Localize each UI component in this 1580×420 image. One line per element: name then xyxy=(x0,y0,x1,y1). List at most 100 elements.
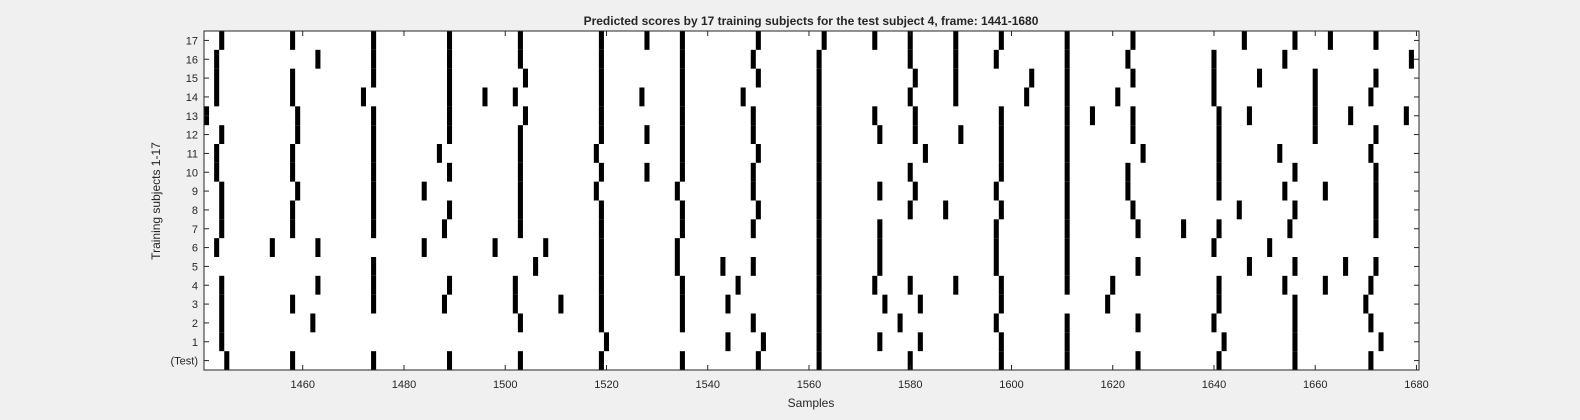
event-mark-row-9 xyxy=(816,181,822,201)
event-mark-row-1 xyxy=(725,332,731,352)
event-mark-row-16 xyxy=(679,49,685,69)
event-mark-row-2 xyxy=(750,313,756,333)
event-mark-row-10 xyxy=(214,162,220,182)
event-mark-row-13 xyxy=(295,106,301,126)
event-mark-row-9 xyxy=(1125,181,1131,201)
event-mark-row-10 xyxy=(644,162,650,182)
event-mark-row-8 xyxy=(447,200,453,220)
event-mark-row-16 xyxy=(750,49,756,69)
event-mark-row-0 xyxy=(755,351,761,370)
y-tick-label: 2 xyxy=(192,318,198,330)
event-mark-row-17 xyxy=(998,31,1004,50)
event-mark-row-6 xyxy=(315,238,321,257)
event-mark-row-4 xyxy=(907,275,913,295)
event-mark-row-12 xyxy=(1312,125,1318,144)
event-mark-row-5 xyxy=(720,257,726,276)
event-mark-row-1 xyxy=(877,332,883,352)
event-mark-row-0 xyxy=(1064,351,1070,370)
event-mark-row-14 xyxy=(1368,87,1374,107)
event-mark-row-10 xyxy=(816,162,822,182)
y-axis-label: Training subjects 1-17 xyxy=(149,142,163,260)
y-tick-label: 6 xyxy=(192,243,198,255)
event-mark-row-2 xyxy=(1211,313,1217,333)
event-mark-row-10 xyxy=(679,162,685,182)
event-mark-row-4 xyxy=(1322,275,1328,295)
event-mark-row-7 xyxy=(517,219,523,239)
event-mark-row-14 xyxy=(740,87,746,107)
event-mark-row-8 xyxy=(371,200,377,220)
y-tick-label: 14 xyxy=(186,92,198,104)
event-mark-row-17 xyxy=(953,31,959,50)
event-mark-row-4 xyxy=(315,275,321,295)
event-mark-row-13 xyxy=(522,106,528,126)
event-mark-row-5 xyxy=(1135,257,1141,276)
event-mark-row-15 xyxy=(953,68,959,88)
event-mark-row-8 xyxy=(219,200,225,220)
event-mark-row-17 xyxy=(290,31,296,50)
event-mark-row-13 xyxy=(679,106,685,126)
event-mark-row-12 xyxy=(912,125,918,144)
event-mark-row-5 xyxy=(877,257,883,276)
event-mark-row-15 xyxy=(755,68,761,88)
event-mark-row-3 xyxy=(219,294,225,314)
event-mark-row-17 xyxy=(907,31,913,50)
event-mark-row-12 xyxy=(219,125,225,144)
event-mark-row-10 xyxy=(371,162,377,182)
event-mark-row-15 xyxy=(290,68,296,88)
event-mark-row-13 xyxy=(371,106,377,126)
event-mark-row-10 xyxy=(998,162,1004,182)
event-mark-row-17 xyxy=(1373,31,1379,50)
event-mark-row-15 xyxy=(1373,68,1379,88)
event-mark-row-12 xyxy=(998,125,1004,144)
event-mark-row-16 xyxy=(1408,49,1414,69)
event-mark-row-1 xyxy=(219,332,225,352)
event-mark-row-13 xyxy=(816,106,822,126)
event-mark-row-12 xyxy=(447,125,453,144)
event-mark-row-15 xyxy=(1257,68,1263,88)
event-mark-row-2 xyxy=(517,313,523,333)
event-mark-row-7 xyxy=(679,219,685,239)
event-mark-row-9 xyxy=(993,181,999,201)
event-mark-row-7 xyxy=(1135,219,1141,239)
event-mark-row-4 xyxy=(1216,275,1222,295)
event-mark-row-12 xyxy=(371,125,377,144)
event-mark-row-9 xyxy=(1373,181,1379,201)
event-mark-row-6 xyxy=(421,238,427,257)
event-mark-row-3 xyxy=(882,294,888,314)
event-mark-row-14 xyxy=(1115,87,1121,107)
event-mark-row-7 xyxy=(371,219,377,239)
event-mark-row-10 xyxy=(750,162,756,182)
event-mark-row-1 xyxy=(1064,332,1070,352)
event-mark-row-5 xyxy=(533,257,539,276)
event-mark-row-6 xyxy=(993,238,999,257)
y-tick-label: 16 xyxy=(186,54,198,66)
event-mark-row-16 xyxy=(598,49,604,69)
event-mark-row-17 xyxy=(755,31,761,50)
event-mark-row-13 xyxy=(1246,106,1252,126)
event-mark-row-17 xyxy=(1064,31,1070,50)
event-mark-row-9 xyxy=(593,181,599,201)
event-mark-row-10 xyxy=(1064,162,1070,182)
event-mark-row-13 xyxy=(912,106,918,126)
event-mark-row-14 xyxy=(1024,87,1030,107)
event-mark-row-3 xyxy=(1105,294,1111,314)
event-mark-row-3 xyxy=(371,294,377,314)
event-mark-row-8 xyxy=(907,200,913,220)
y-tick-label: 10 xyxy=(186,167,198,179)
event-mark-row-6 xyxy=(877,238,883,257)
event-mark-row-17 xyxy=(679,31,685,50)
event-mark-row-13 xyxy=(447,106,453,126)
event-mark-row-4 xyxy=(816,275,822,295)
event-mark-row-1 xyxy=(1221,332,1227,352)
event-mark-row-13 xyxy=(1089,106,1095,126)
event-mark-row-17 xyxy=(371,31,377,50)
y-tick-label: 15 xyxy=(186,73,198,85)
event-mark-row-16 xyxy=(1211,49,1217,69)
event-mark-row-5 xyxy=(1373,257,1379,276)
event-mark-row-14 xyxy=(447,87,453,107)
event-mark-row-7 xyxy=(1216,219,1222,239)
event-mark-row-15 xyxy=(447,68,453,88)
event-mark-row-17 xyxy=(598,31,604,50)
